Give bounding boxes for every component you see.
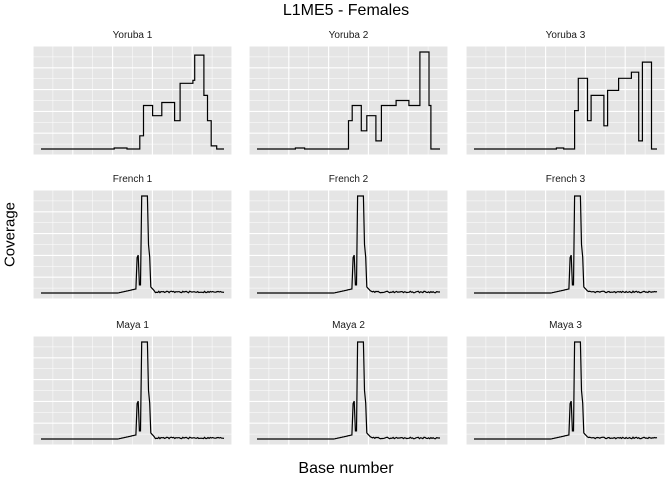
- facet-label: Maya 1: [116, 320, 149, 331]
- facet-label: Yoruba 2: [329, 30, 369, 41]
- coverage-line: [257, 195, 440, 294]
- facet-panel: Maya 3: [465, 320, 666, 446]
- coverage-line: [41, 195, 225, 294]
- facet-panel: Yoruba 3: [465, 30, 666, 156]
- facet-panel: Maya 1: [32, 320, 233, 446]
- facet-label: Maya 2: [332, 320, 365, 331]
- coverage-line: [257, 341, 440, 440]
- facet-panel: French 3: [465, 174, 666, 300]
- facet-panel: French 1: [32, 174, 233, 300]
- facet-panel: Yoruba 1: [32, 30, 233, 156]
- coverage-line: [41, 54, 224, 150]
- facet-label: Maya 3: [549, 320, 582, 331]
- facet-label: French 2: [329, 174, 369, 185]
- facet-panel: Yoruba 2: [248, 30, 449, 156]
- facet-label: Yoruba 1: [113, 30, 153, 41]
- coverage-line: [474, 195, 658, 294]
- coverage-line: [41, 341, 225, 440]
- chart-title: L1ME5 - Females: [282, 2, 410, 19]
- coverage-line: [474, 61, 657, 150]
- facet-panel: French 2: [248, 174, 449, 300]
- facet-panel: Maya 2: [248, 320, 449, 446]
- facet-label: French 3: [546, 174, 586, 185]
- coverage-line: [474, 341, 658, 440]
- x-axis-label: Base number: [298, 460, 394, 477]
- facet-label: French 1: [113, 174, 153, 185]
- coverage-line: [257, 51, 440, 150]
- facet-label: Yoruba 3: [546, 30, 586, 41]
